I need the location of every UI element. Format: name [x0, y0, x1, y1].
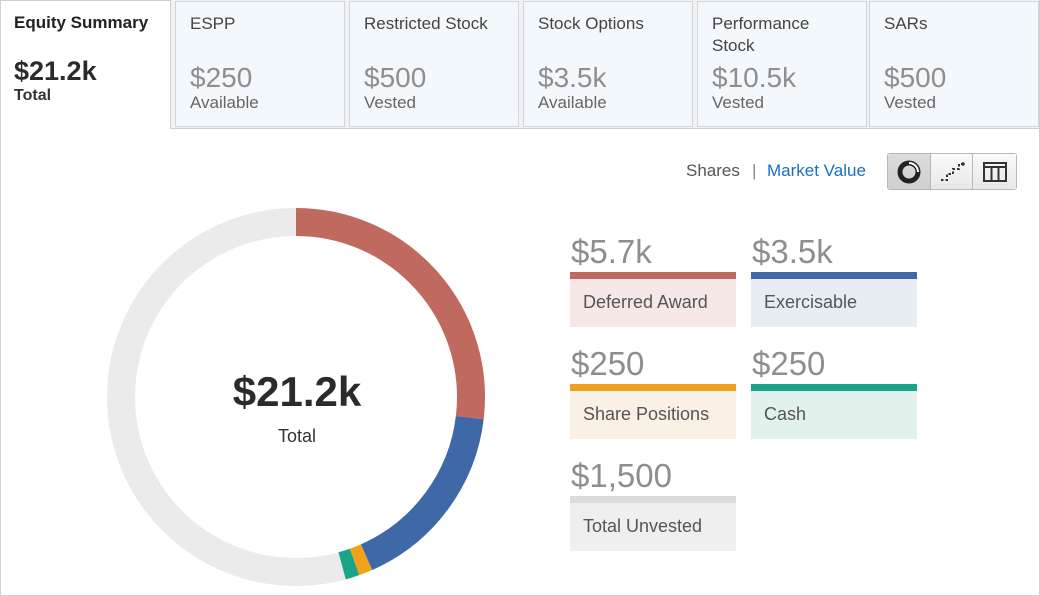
tab-title: ESPP	[190, 14, 236, 33]
tab-espp[interactable]: ESPP $250 Available	[175, 1, 345, 127]
legend-value: $5.7k	[571, 233, 652, 270]
tab-label: Vested	[884, 93, 936, 112]
tab-amount: $500	[364, 62, 427, 93]
legend-name: Total Unvested	[570, 503, 736, 551]
tab-amount: $500	[884, 62, 947, 93]
shares-toggle[interactable]: Shares	[686, 161, 740, 180]
equity-donut-chart	[107, 208, 485, 586]
table-columns-icon	[982, 161, 1007, 182]
tab-amount: $21.2k	[14, 56, 97, 86]
legend-value: $3.5k	[752, 233, 833, 270]
tab-title: Restricted Stock	[364, 14, 488, 33]
step-chart-icon	[940, 161, 965, 181]
tab-title: Stock Options	[538, 14, 644, 33]
legend-value: $250	[752, 345, 826, 382]
legend-name: Exercisable	[751, 279, 917, 327]
donut-slice-exercisable[interactable]	[360, 415, 484, 570]
donut-slice-deferred-award[interactable]	[295, 208, 485, 420]
donut-center-amount: $21.2k	[232, 368, 362, 415]
legend-name: Share Positions	[570, 391, 736, 439]
legend-name: Cash	[751, 391, 917, 439]
step-view-button[interactable]	[930, 154, 974, 189]
legend-value: $250	[571, 345, 645, 382]
legend-color-bar	[570, 496, 736, 503]
legend-card-cash[interactable]: $250 Cash	[751, 346, 917, 439]
legend-color-bar	[751, 272, 917, 279]
tab-title: SARs	[884, 14, 928, 33]
tab-restricted-stock[interactable]: Restricted Stock $500 Vested	[349, 1, 519, 127]
donut-view-button[interactable]	[888, 154, 931, 189]
tab-equity-summary[interactable]: Equity Summary $21.2k Total	[1, 1, 171, 129]
donut-chart-icon	[897, 160, 921, 183]
tab-stock-options[interactable]: Stock Options $3.5k Available	[523, 1, 693, 127]
donut-center-label: Total	[277, 426, 317, 446]
tab-amount: $10.5k	[712, 62, 797, 93]
legend-card-share-positions[interactable]: $250 Share Positions	[570, 346, 736, 439]
legend-value: $1,500	[571, 457, 672, 494]
market-value-toggle[interactable]: Market Value	[767, 161, 866, 180]
legend-color-bar	[751, 384, 917, 391]
donut-slice-cash[interactable]	[338, 548, 360, 580]
tab-label: Available	[190, 93, 259, 112]
tab-amount: $250	[190, 62, 253, 93]
legend-name: Deferred Award	[570, 279, 736, 327]
tab-label: Total	[14, 87, 52, 104]
legend-card-total-unvested[interactable]: $1,500 Total Unvested	[570, 458, 736, 551]
tab-label: Vested	[364, 93, 416, 112]
legend-card-exercisable[interactable]: $3.5k Exercisable	[751, 234, 917, 327]
table-view-button[interactable]	[973, 154, 1016, 189]
tab-title: Equity Summary	[14, 13, 149, 32]
tab-sars[interactable]: SARs $500 Vested	[869, 1, 1039, 127]
tab-label: Available	[538, 93, 607, 112]
tab-performance-stock[interactable]: Performance Stock $10.5k Vested	[697, 1, 867, 127]
view-switcher	[887, 153, 1017, 190]
tab-amount: $3.5k	[538, 62, 607, 93]
legend-color-bar	[570, 384, 736, 391]
tab-title: Performance Stock	[712, 14, 810, 55]
legend-card-deferred-award[interactable]: $5.7k Deferred Award	[570, 234, 736, 327]
donut-slice-share-positions[interactable]	[349, 544, 373, 576]
tab-label: Vested	[712, 93, 764, 112]
toggle-separator: |	[752, 161, 757, 180]
legend-color-bar	[570, 272, 736, 279]
equity-tabs: Equity Summary $21.2k Total ESPP $250 Av…	[0, 0, 1040, 129]
